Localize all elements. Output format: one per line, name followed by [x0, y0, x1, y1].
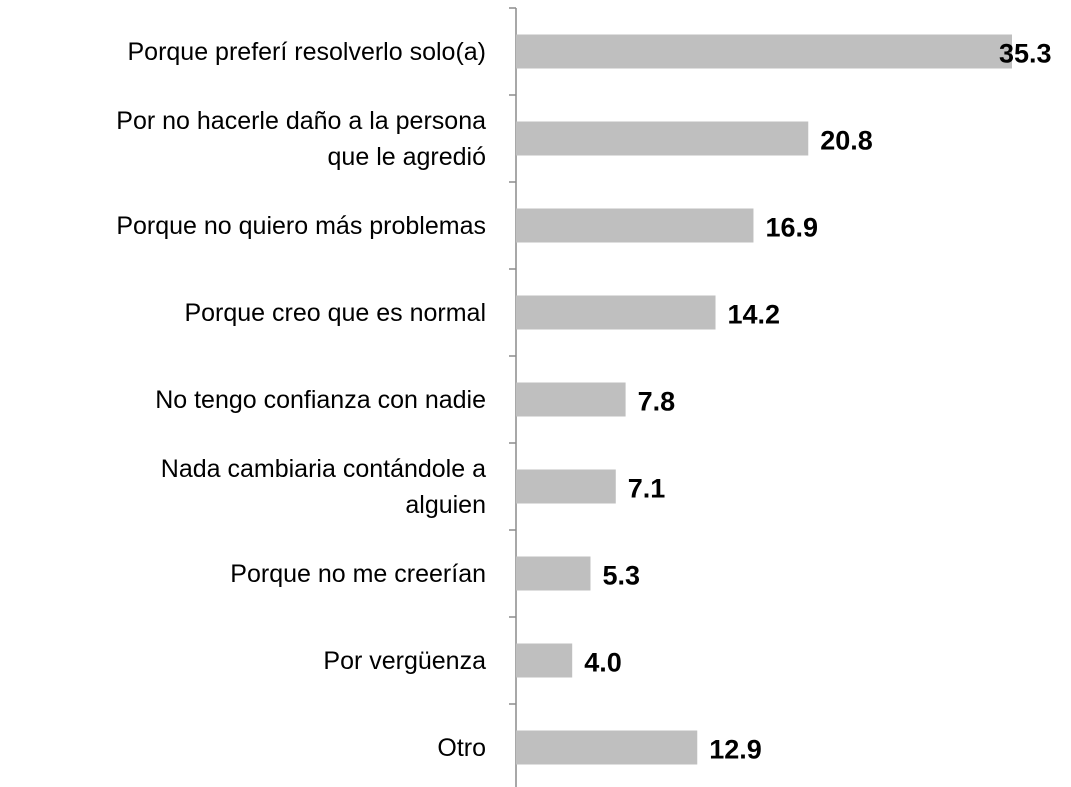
- bar: [516, 121, 809, 156]
- data-label: 5.3: [602, 560, 641, 590]
- data-label: 12.9: [709, 734, 762, 764]
- data-label: 35.3: [999, 38, 1052, 68]
- data-label: 20.8: [820, 125, 873, 155]
- category-label: No tengo confianza con nadie: [155, 385, 486, 414]
- bar: [516, 382, 626, 417]
- data-label: 7.8: [637, 386, 676, 416]
- category-label: Porque creo que es normal: [184, 298, 486, 327]
- bar: [516, 208, 754, 243]
- data-label: 14.2: [727, 299, 781, 329]
- bar: [516, 469, 616, 504]
- category-label: Otro: [437, 733, 486, 762]
- category-label: Por vergüenza: [323, 646, 486, 675]
- bar: [516, 730, 698, 765]
- category-label: Porque preferí resolverlo solo(a): [127, 37, 487, 66]
- category-label: Porque no quiero más problemas: [116, 211, 486, 240]
- category-label: Porque no me creerían: [230, 559, 486, 588]
- bar: [516, 556, 591, 591]
- bar: [516, 295, 716, 330]
- bar: [516, 643, 573, 678]
- category-label: Por no hacerle daño a la persona que le …: [116, 106, 486, 171]
- bar: [516, 34, 1012, 69]
- data-label: 7.1: [627, 473, 666, 503]
- data-label: 4.0: [584, 647, 622, 677]
- data-label: 16.9: [765, 212, 819, 242]
- category-label: Nada cambiaria contándole a alguien: [160, 454, 486, 519]
